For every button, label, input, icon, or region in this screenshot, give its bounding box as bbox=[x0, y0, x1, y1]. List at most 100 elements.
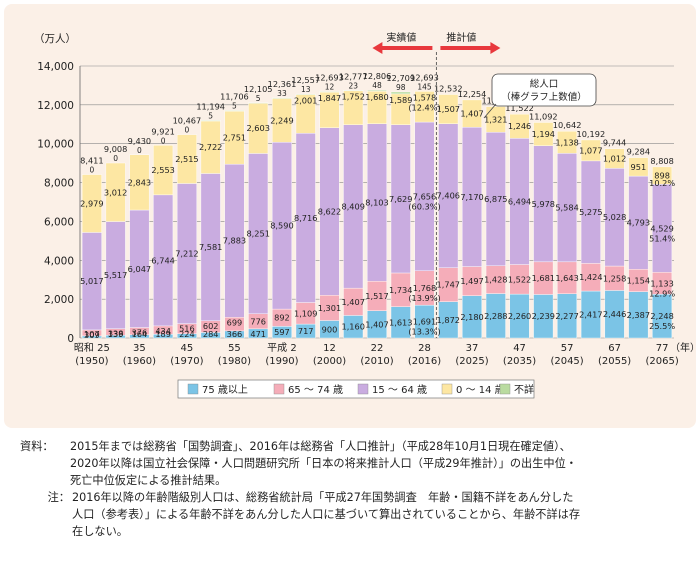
data-label: 0 bbox=[113, 154, 118, 163]
legend-swatch bbox=[187, 383, 199, 395]
total-label: 9,284 bbox=[627, 147, 650, 157]
total-label: 11,706 bbox=[220, 92, 249, 102]
data-label: 602 bbox=[203, 321, 219, 331]
data-label: 12 bbox=[325, 83, 335, 92]
percent-label: 25.5% bbox=[649, 321, 675, 331]
data-label: 2,603 bbox=[246, 123, 269, 133]
data-label: 1,194 bbox=[532, 129, 555, 139]
data-label: 1,734 bbox=[389, 285, 412, 295]
data-label: 2,722 bbox=[199, 142, 222, 152]
bar-segment bbox=[367, 89, 387, 92]
data-label: 5,517 bbox=[104, 270, 127, 280]
data-label: 1,258 bbox=[603, 273, 626, 283]
data-label: 376 bbox=[132, 328, 148, 338]
data-label: 4,793 bbox=[627, 218, 650, 228]
total-label: 10,642 bbox=[553, 120, 582, 130]
actual-arrowhead bbox=[372, 42, 383, 54]
bar-segment bbox=[272, 97, 292, 99]
total-label: 12,806 bbox=[363, 71, 392, 81]
data-label: 1,691 bbox=[413, 317, 436, 327]
bar-segment bbox=[485, 106, 506, 133]
total-label: 11,092 bbox=[529, 111, 558, 121]
total-label: 9,430 bbox=[128, 136, 151, 146]
data-label: 2,180 bbox=[460, 312, 483, 322]
legend-label: 不詳 bbox=[514, 383, 534, 396]
y-tick-label: 8,000 bbox=[44, 178, 74, 190]
total-label: 12,532 bbox=[434, 84, 463, 94]
y-tick-label: 10,000 bbox=[37, 139, 74, 151]
x-tick-label: 55 bbox=[228, 343, 241, 354]
data-label: 0 bbox=[137, 146, 142, 155]
x-tick-year: (1950) bbox=[75, 356, 108, 367]
data-label: 1,407 bbox=[365, 319, 388, 329]
y-tick-label: 6,000 bbox=[44, 216, 74, 228]
bar-segment bbox=[509, 113, 530, 139]
bar-segment bbox=[224, 110, 245, 112]
bar-segment bbox=[414, 91, 435, 123]
data-label: 48 bbox=[372, 81, 382, 90]
total-note-box bbox=[491, 73, 597, 107]
percent-label: (13.9%) bbox=[408, 293, 440, 303]
source-line: 2020年以降は国立社会保障・人口問題研究所「日本の将来推計人口（平成29年推計… bbox=[70, 457, 577, 470]
total-label: 9,921 bbox=[151, 126, 174, 136]
x-tick-year: (2010) bbox=[360, 356, 393, 367]
data-label: 900 bbox=[322, 324, 338, 334]
data-label: 8,251 bbox=[246, 229, 269, 239]
data-label: 2,515 bbox=[175, 154, 198, 164]
data-label: 7,883 bbox=[223, 236, 246, 246]
bar-segment bbox=[200, 120, 221, 122]
data-label: 6,875 bbox=[484, 194, 507, 204]
x-tick-label: 77 bbox=[656, 343, 669, 354]
legend-swatch bbox=[273, 383, 285, 395]
data-label: 1,680 bbox=[365, 92, 388, 102]
x-tick-year: (1960) bbox=[123, 356, 156, 367]
data-label: 1,589 bbox=[389, 95, 412, 105]
data-label: 434 bbox=[155, 326, 171, 336]
data-label: 338 bbox=[108, 329, 124, 339]
source-label: 資料： bbox=[20, 440, 54, 453]
bar-segment bbox=[248, 102, 269, 104]
total-label: 12,557 bbox=[291, 75, 320, 85]
bar-segment bbox=[295, 93, 316, 95]
data-label: 699 bbox=[227, 317, 243, 327]
legend-label: 75 歳以上 bbox=[202, 384, 248, 396]
bar-segment bbox=[533, 122, 554, 146]
data-label: 5,017 bbox=[80, 276, 103, 286]
data-label: 164 bbox=[132, 329, 148, 339]
data-label: 2,979 bbox=[80, 199, 103, 209]
data-label: 6,047 bbox=[128, 264, 151, 274]
data-label: 776 bbox=[250, 316, 266, 326]
data-label: 98 bbox=[396, 83, 406, 92]
bar-segment bbox=[153, 145, 174, 196]
data-label: 5 bbox=[232, 102, 237, 111]
total-note-line2: （棒グラフ上数値） bbox=[501, 91, 587, 103]
data-label: 284 bbox=[203, 329, 219, 339]
data-label: 366 bbox=[227, 329, 243, 339]
legend-label: 0 ～ 14 歳 bbox=[456, 384, 505, 396]
data-label: 5,584 bbox=[555, 203, 578, 213]
y-tick-label: 14,000 bbox=[37, 61, 74, 73]
data-label: 1,497 bbox=[460, 276, 483, 286]
x-tick-label: 22 bbox=[371, 343, 384, 354]
data-label: 2,277 bbox=[555, 311, 578, 321]
data-label: 1,847 bbox=[318, 93, 341, 103]
data-label: 2,387 bbox=[627, 310, 650, 320]
data-label: 8,716 bbox=[294, 213, 317, 223]
y-tick-label: 12,000 bbox=[37, 100, 74, 112]
source-notes: 資料： 2015年までは総務省「国勢調査」、2016年は総務省「人口推計」（平成… bbox=[20, 438, 690, 540]
bar-segment bbox=[343, 90, 364, 92]
estimate-arrowhead bbox=[490, 42, 501, 54]
legend-label: 65 ～ 74 歳 bbox=[288, 384, 343, 396]
total-label: 8,808 bbox=[650, 156, 673, 166]
x-tick-label: 45 bbox=[181, 343, 194, 354]
x-tick-label: 67 bbox=[608, 343, 621, 354]
legend-swatch bbox=[499, 383, 511, 395]
data-label: 7,170 bbox=[460, 192, 483, 202]
x-tick-label: 平成 2 bbox=[267, 342, 297, 354]
data-label: 1,012 bbox=[603, 154, 626, 164]
x-tick-year: (2045) bbox=[550, 356, 583, 367]
data-label: 1,428 bbox=[484, 275, 507, 285]
data-label: 1,160 bbox=[342, 322, 365, 332]
data-label: 1,643 bbox=[555, 273, 578, 283]
data-label: 597 bbox=[274, 327, 290, 337]
